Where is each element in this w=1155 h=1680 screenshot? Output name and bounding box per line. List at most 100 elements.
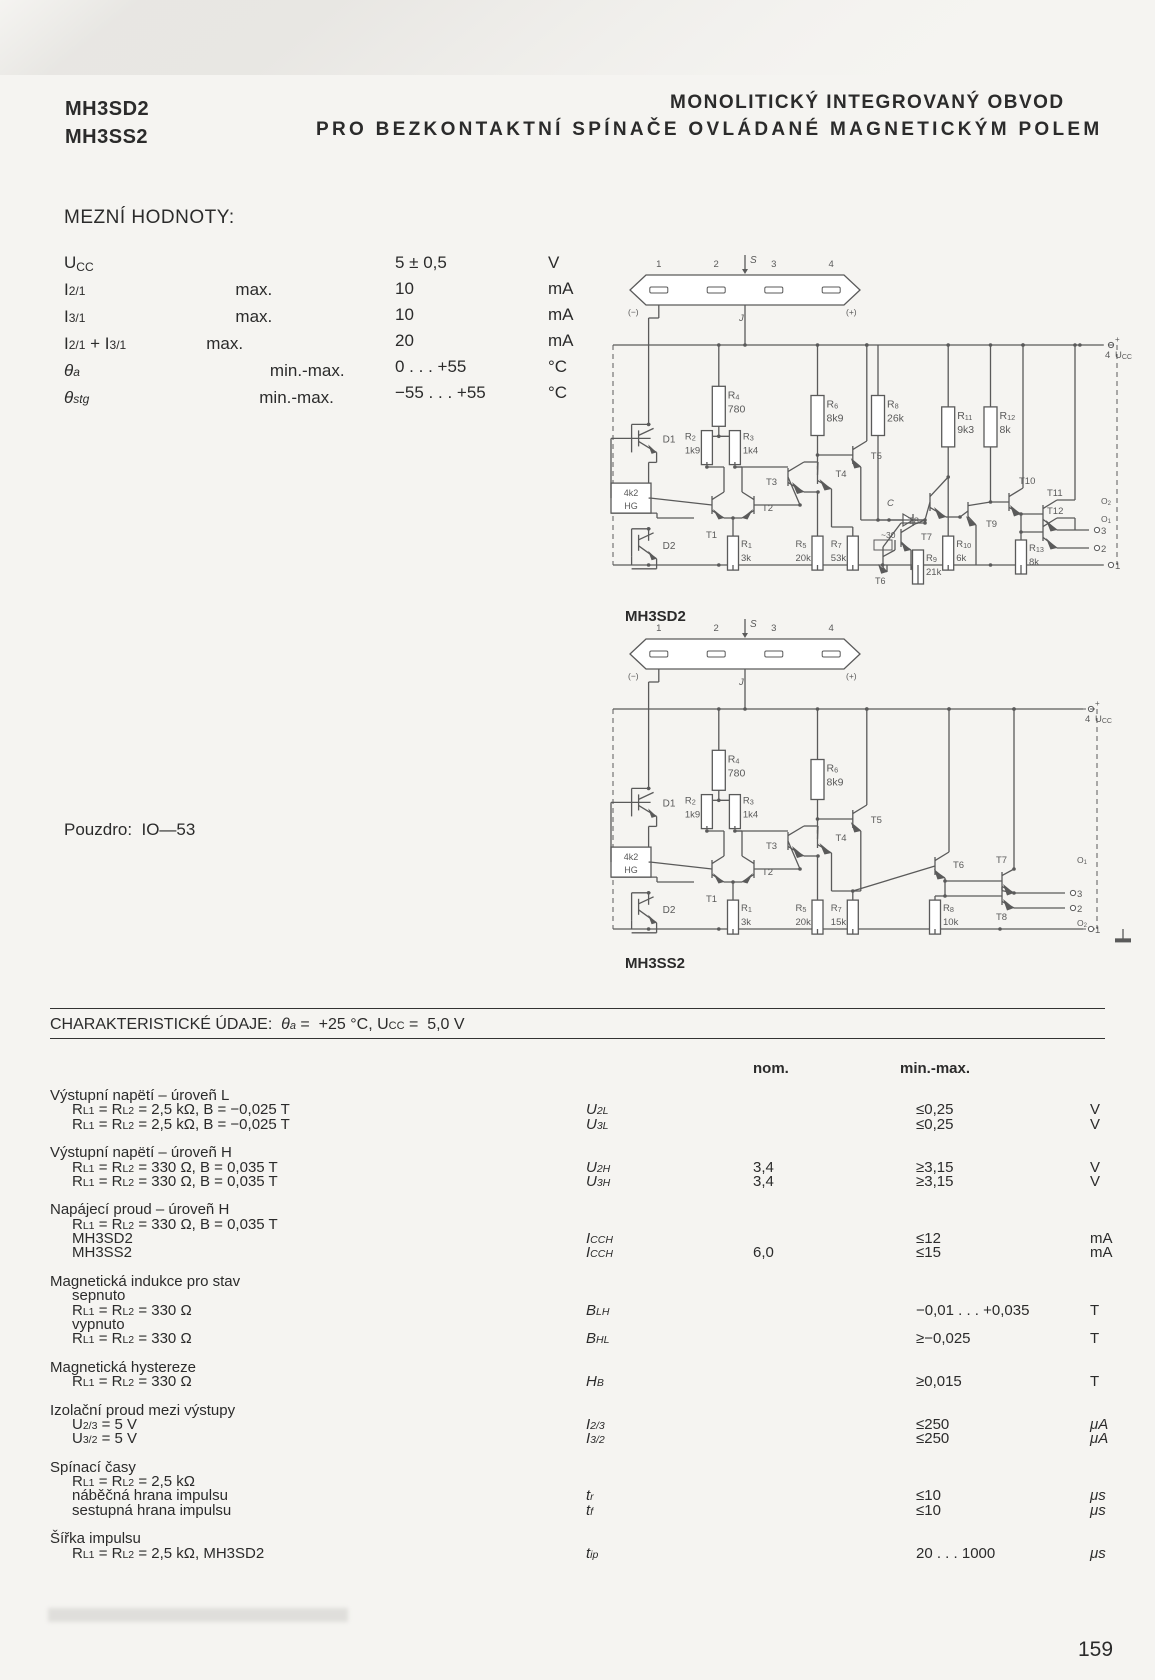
svg-text:D1: D1 (663, 434, 676, 445)
svg-text:T5: T5 (871, 815, 882, 826)
svg-text:T4: T4 (836, 469, 847, 480)
svg-text:R2: R2 (685, 432, 696, 443)
svg-text:UCC: UCC (1115, 350, 1132, 361)
svg-text:T6: T6 (953, 860, 964, 871)
svg-text:R3: R3 (743, 432, 754, 443)
svg-text:T8: T8 (996, 912, 1007, 923)
svg-text:R5: R5 (796, 903, 807, 914)
svg-text:S: S (750, 619, 757, 630)
svg-text:8k9: 8k9 (827, 777, 844, 789)
svg-text:(−): (−) (628, 307, 639, 317)
svg-text:20k: 20k (796, 553, 812, 564)
svg-text:T4: T4 (836, 833, 847, 844)
svg-text:1k4: 1k4 (743, 446, 758, 457)
svg-text:10k: 10k (943, 917, 959, 928)
svg-text:4: 4 (829, 623, 834, 634)
svg-text:HG: HG (624, 865, 638, 875)
svg-text:2: 2 (714, 623, 719, 634)
svg-text:R7: R7 (831, 903, 842, 914)
svg-text:R6: R6 (827, 763, 839, 775)
svg-text:T7: T7 (996, 855, 1007, 866)
svg-text:C: C (887, 498, 894, 509)
svg-text:R3: R3 (743, 796, 754, 807)
svg-text:T1: T1 (706, 894, 717, 905)
svg-text:O2: O2 (1101, 496, 1112, 507)
svg-text:3: 3 (1077, 889, 1082, 900)
svg-text:R8: R8 (887, 399, 899, 411)
svg-text:R1: R1 (741, 539, 752, 550)
svg-text:8k9: 8k9 (827, 413, 844, 425)
svg-text:4k2: 4k2 (624, 488, 639, 498)
svg-text:2: 2 (1101, 544, 1106, 555)
svg-text:T9: T9 (986, 519, 997, 530)
svg-text:20k: 20k (796, 917, 812, 928)
svg-text:T3: T3 (766, 841, 777, 852)
svg-text:R13: R13 (1029, 543, 1044, 554)
svg-text:O2: O2 (1077, 918, 1088, 929)
svg-text:3: 3 (1101, 526, 1106, 537)
svg-text:O1: O1 (1077, 855, 1088, 866)
svg-text:D2: D2 (663, 541, 676, 552)
svg-text:(+): (+) (846, 307, 857, 317)
svg-text:6k: 6k (956, 553, 966, 564)
svg-text:R12: R12 (1000, 410, 1016, 422)
svg-text:T8: T8 (908, 516, 919, 527)
svg-text:R2: R2 (685, 796, 696, 807)
svg-text:R8: R8 (943, 903, 954, 914)
svg-text:R9: R9 (926, 553, 937, 564)
svg-text:+: + (1095, 699, 1100, 708)
svg-text:1: 1 (656, 259, 661, 270)
svg-text:53k: 53k (831, 553, 847, 564)
svg-text:UCC: UCC (1095, 714, 1112, 725)
svg-text:780: 780 (728, 767, 746, 779)
svg-text:T12: T12 (1047, 506, 1063, 517)
svg-text:T10: T10 (1019, 476, 1035, 487)
svg-text:D1: D1 (663, 798, 676, 809)
svg-text:D2: D2 (663, 905, 676, 916)
svg-text:R6: R6 (827, 399, 839, 411)
svg-text:4: 4 (1105, 350, 1110, 361)
svg-text:8k: 8k (1000, 424, 1012, 436)
svg-text:HG: HG (624, 501, 638, 511)
svg-text:(−): (−) (628, 671, 639, 681)
svg-text:21k: 21k (926, 567, 942, 578)
svg-text:3k: 3k (741, 553, 751, 564)
svg-text:S: S (750, 255, 757, 266)
svg-text:3k: 3k (741, 917, 751, 928)
svg-text:R4: R4 (728, 753, 740, 765)
svg-text:R1: R1 (741, 903, 752, 914)
svg-text:R10: R10 (956, 539, 971, 550)
svg-text:T11: T11 (1047, 488, 1063, 499)
svg-text:~30: ~30 (881, 530, 896, 540)
svg-text:4: 4 (1085, 714, 1090, 725)
svg-text:+: + (1115, 335, 1120, 344)
svg-text:T1: T1 (706, 530, 717, 541)
svg-text:9k3: 9k3 (957, 424, 974, 436)
svg-text:T6: T6 (875, 576, 886, 586)
svg-text:1k9: 1k9 (685, 810, 700, 821)
svg-text:4k2: 4k2 (624, 852, 639, 862)
svg-text:1k4: 1k4 (743, 810, 758, 821)
svg-text:3: 3 (771, 623, 776, 634)
svg-text:2: 2 (714, 259, 719, 270)
svg-text:R4: R4 (728, 389, 740, 401)
svg-text:1: 1 (656, 623, 661, 634)
svg-text:R5: R5 (796, 539, 807, 550)
svg-text:1: 1 (1095, 925, 1100, 936)
svg-text:1: 1 (1115, 561, 1120, 572)
svg-text:2: 2 (1077, 904, 1082, 915)
svg-text:780: 780 (728, 403, 746, 415)
svg-text:R7: R7 (831, 539, 842, 550)
svg-text:26k: 26k (887, 413, 905, 425)
svg-text:J: J (738, 313, 744, 324)
svg-text:R11: R11 (957, 410, 972, 422)
svg-text:4: 4 (829, 259, 834, 270)
svg-text:T3: T3 (766, 477, 777, 488)
svg-text:(+): (+) (846, 671, 857, 681)
svg-text:8k: 8k (1029, 557, 1039, 568)
svg-text:T7: T7 (921, 532, 932, 543)
svg-text:J: J (738, 677, 744, 688)
svg-text:O1: O1 (1101, 514, 1112, 525)
svg-text:15k: 15k (831, 917, 847, 928)
svg-text:1k9: 1k9 (685, 446, 700, 457)
